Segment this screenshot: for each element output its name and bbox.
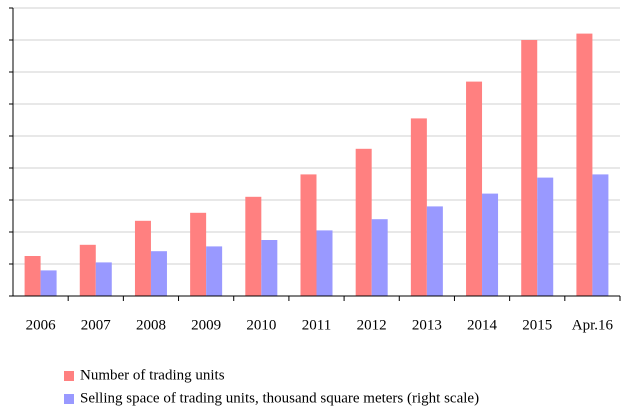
bar — [40, 270, 57, 296]
bar — [206, 246, 223, 296]
bar — [24, 256, 41, 296]
x-tick-label: 2013 — [412, 317, 442, 333]
bar — [95, 262, 112, 296]
bar — [300, 174, 317, 296]
bar — [190, 212, 207, 296]
bar — [576, 33, 593, 296]
x-tick-label: 2007 — [81, 317, 112, 333]
bar — [150, 251, 167, 296]
legend-label: Selling space of trading units, thousand… — [80, 390, 479, 406]
legend-label: Number of trading units — [80, 367, 225, 383]
bar — [410, 118, 427, 297]
x-tick-label: 2014 — [467, 317, 498, 333]
bar — [316, 230, 333, 296]
bar — [426, 206, 443, 296]
x-tick-label: 2010 — [246, 317, 276, 333]
x-tick-label: 2006 — [26, 317, 57, 333]
x-tick-label: 2011 — [302, 317, 331, 333]
bar — [134, 220, 151, 296]
bar — [355, 148, 372, 296]
legend-swatch — [64, 394, 74, 404]
x-tick-label: 2015 — [522, 317, 552, 333]
x-tick-label: 2008 — [136, 317, 166, 333]
bar — [245, 196, 262, 296]
bar — [537, 177, 554, 296]
bar — [261, 240, 278, 296]
bar — [371, 219, 388, 296]
x-tick-label: 2009 — [191, 317, 221, 333]
bar — [592, 174, 609, 296]
bar — [521, 40, 538, 296]
x-tick-label: 2012 — [357, 317, 387, 333]
x-tick-label: Apr.16 — [572, 317, 614, 333]
bar — [482, 193, 499, 296]
bar — [466, 81, 483, 296]
bar — [79, 244, 96, 296]
legend-swatch — [64, 371, 74, 381]
